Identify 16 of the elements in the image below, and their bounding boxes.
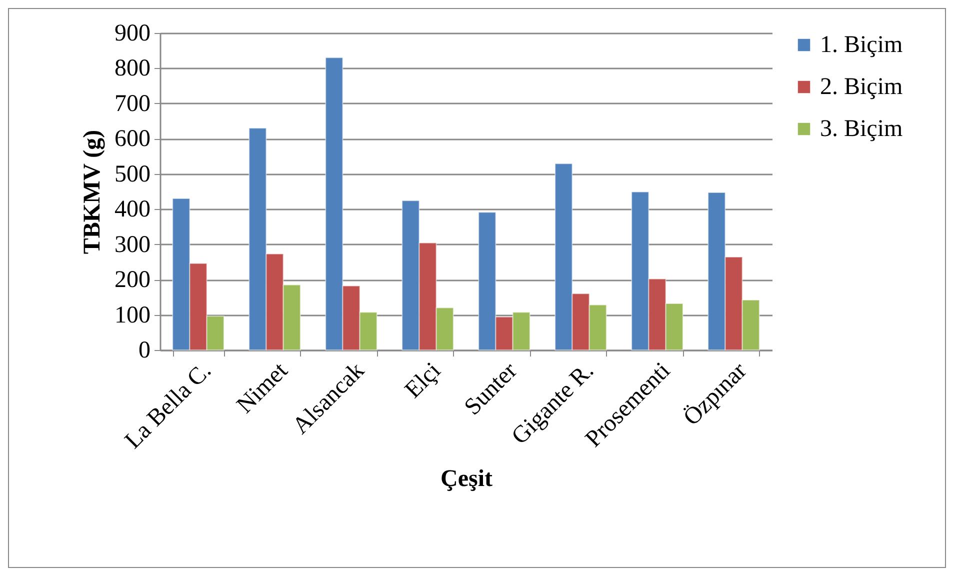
y-tick-label: 300 [114, 232, 150, 258]
legend-label: 3. Biçim [820, 116, 903, 142]
y-tick-label: 500 [114, 161, 150, 188]
y-tick-label: 800 [114, 56, 150, 82]
y-tick-label: 200 [114, 267, 150, 294]
y-tick-label: 400 [114, 196, 150, 223]
y-tick-label: 0 [138, 338, 150, 364]
legend-label: 1. Biçim [820, 32, 903, 58]
y-tick-label: 100 [114, 302, 150, 328]
legend-label: 2. Biçim [820, 74, 903, 100]
x-tick-label: Elçi [400, 358, 446, 404]
y-tick-label: 600 [114, 126, 150, 152]
y-tick-label: 900 [114, 20, 150, 46]
y-axis-title: TBKMV (g) [80, 130, 106, 254]
y-tick-label: 700 [114, 90, 150, 117]
x-axis-title: Çeşit [440, 466, 492, 492]
